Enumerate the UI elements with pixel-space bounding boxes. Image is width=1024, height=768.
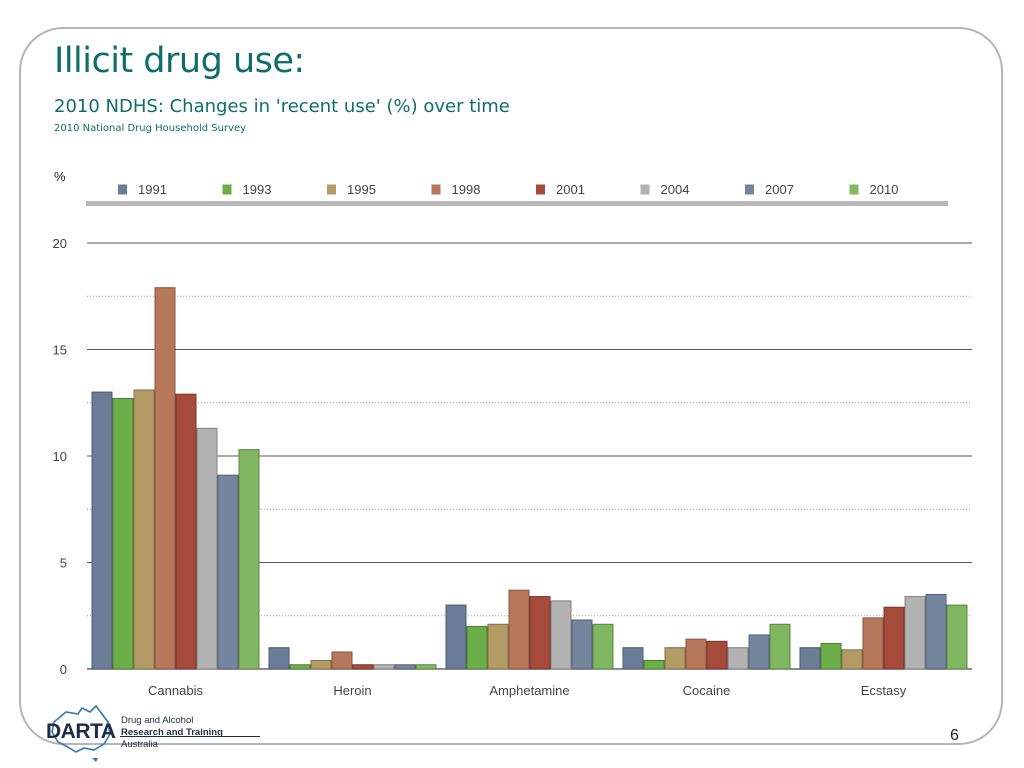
bar-ecstasy-2010 — [946, 604, 968, 670]
y-tick-label: 20 — [53, 236, 67, 251]
bar-ecstasy-1993 — [820, 642, 842, 670]
bar-amphetamine-1991 — [445, 604, 467, 670]
y-tick-label: 15 — [53, 343, 67, 358]
logo-text: Drug and Alcohol Research and Training A… — [121, 715, 223, 751]
bar-cocaine-2001 — [706, 640, 728, 670]
bar-cannabis-2007 — [217, 474, 239, 670]
slide-subtitle: 2010 NDHS: Changes in 'recent use' (%) o… — [54, 96, 510, 117]
bar-cannabis-1993 — [112, 397, 134, 670]
legend-label-2007: 2007 — [765, 182, 794, 197]
bar-amphetamine-2007 — [571, 619, 593, 670]
y-tick-label: 10 — [53, 449, 67, 464]
bar-cannabis-2004 — [196, 427, 218, 670]
bar-heroin-1991 — [268, 647, 290, 670]
bar-cocaine-2007 — [748, 634, 770, 670]
logo-divider — [120, 736, 260, 737]
legend-label-1991: 1991 — [138, 182, 167, 197]
legend-swatch-2010 — [849, 184, 859, 195]
bar-ecstasy-2004 — [904, 596, 926, 670]
bar-heroin-2010 — [415, 664, 437, 670]
bar-ecstasy-2007 — [925, 593, 947, 670]
bar-amphetamine-1993 — [466, 625, 488, 670]
x-tick-label: Ecstasy — [861, 683, 907, 698]
legend-label-1998: 1998 — [452, 182, 481, 197]
bar-cannabis-2010 — [238, 449, 260, 670]
legend-divider — [86, 201, 948, 206]
legend-swatch-1991 — [118, 184, 127, 195]
x-tick-label: Heroin — [333, 683, 371, 698]
bar-cocaine-2004 — [727, 647, 749, 670]
bar-heroin-1995 — [310, 659, 332, 670]
darta-logo: DARTA Drug and Alcohol Research and Trai… — [44, 702, 260, 764]
australia-map-icon — [51, 704, 111, 762]
bar-cannabis-1991 — [91, 391, 113, 670]
x-tick-label: Amphetamine — [489, 683, 569, 698]
bar-ecstasy-1991 — [799, 647, 821, 670]
bar-ecstasy-1995 — [841, 649, 863, 670]
bar-ecstasy-1998 — [862, 617, 884, 670]
slide-source: 2010 National Drug Household Survey — [54, 123, 247, 134]
bar-amphetamine-2001 — [529, 596, 551, 670]
bar-amphetamine-1995 — [487, 623, 509, 670]
legend-swatch-1998 — [431, 184, 441, 195]
bar-ecstasy-2001 — [883, 606, 905, 670]
legend-label-2001: 2001 — [556, 182, 585, 197]
bar-cannabis-1995 — [133, 389, 155, 670]
legend-label-2004: 2004 — [661, 182, 690, 197]
y-tick-label: 5 — [60, 556, 67, 571]
bar-heroin-2001 — [352, 664, 374, 670]
slide-title: Illicit drug use: — [54, 41, 305, 81]
bar-cocaine-1993 — [643, 659, 665, 670]
x-tick-label: Cocaine — [683, 683, 731, 698]
bar-amphetamine-2010 — [592, 623, 614, 670]
legend-swatch-1993 — [222, 184, 232, 195]
logo-line-1: Drug and Alcohol — [121, 715, 194, 726]
bar-cannabis-1998 — [154, 287, 176, 670]
legend-label-1993: 1993 — [243, 182, 272, 197]
legend-swatch-2004 — [640, 184, 650, 195]
bar-heroin-2004 — [373, 664, 395, 670]
legend-label-1995: 1995 — [347, 182, 376, 197]
legend-swatch-2001 — [536, 184, 545, 195]
bar-heroin-1998 — [331, 651, 353, 670]
legend-swatch-1995 — [327, 184, 336, 195]
bar-cannabis-2001 — [175, 393, 197, 670]
bar-amphetamine-1998 — [508, 589, 530, 670]
page-number: 6 — [950, 727, 959, 744]
bar-cocaine-1995 — [664, 647, 686, 670]
x-tick-label: Cannabis — [148, 683, 203, 698]
bar-amphetamine-2004 — [550, 600, 572, 670]
bar-cocaine-1998 — [685, 638, 707, 670]
bar-heroin-2007 — [394, 664, 416, 670]
legend-swatch-2007 — [745, 184, 754, 195]
logo-wordmark: DARTA — [46, 720, 116, 743]
y-tick-label: 0 — [60, 662, 67, 677]
bar-cocaine-2010 — [769, 623, 791, 670]
legend-label-2010: 2010 — [870, 182, 899, 197]
logo-line-3: Australia — [121, 739, 158, 750]
bar-heroin-1993 — [289, 664, 311, 670]
bar-cocaine-1991 — [622, 647, 644, 670]
logo-line-2: Research and Training — [121, 727, 223, 738]
y-axis-label: % — [54, 169, 66, 184]
